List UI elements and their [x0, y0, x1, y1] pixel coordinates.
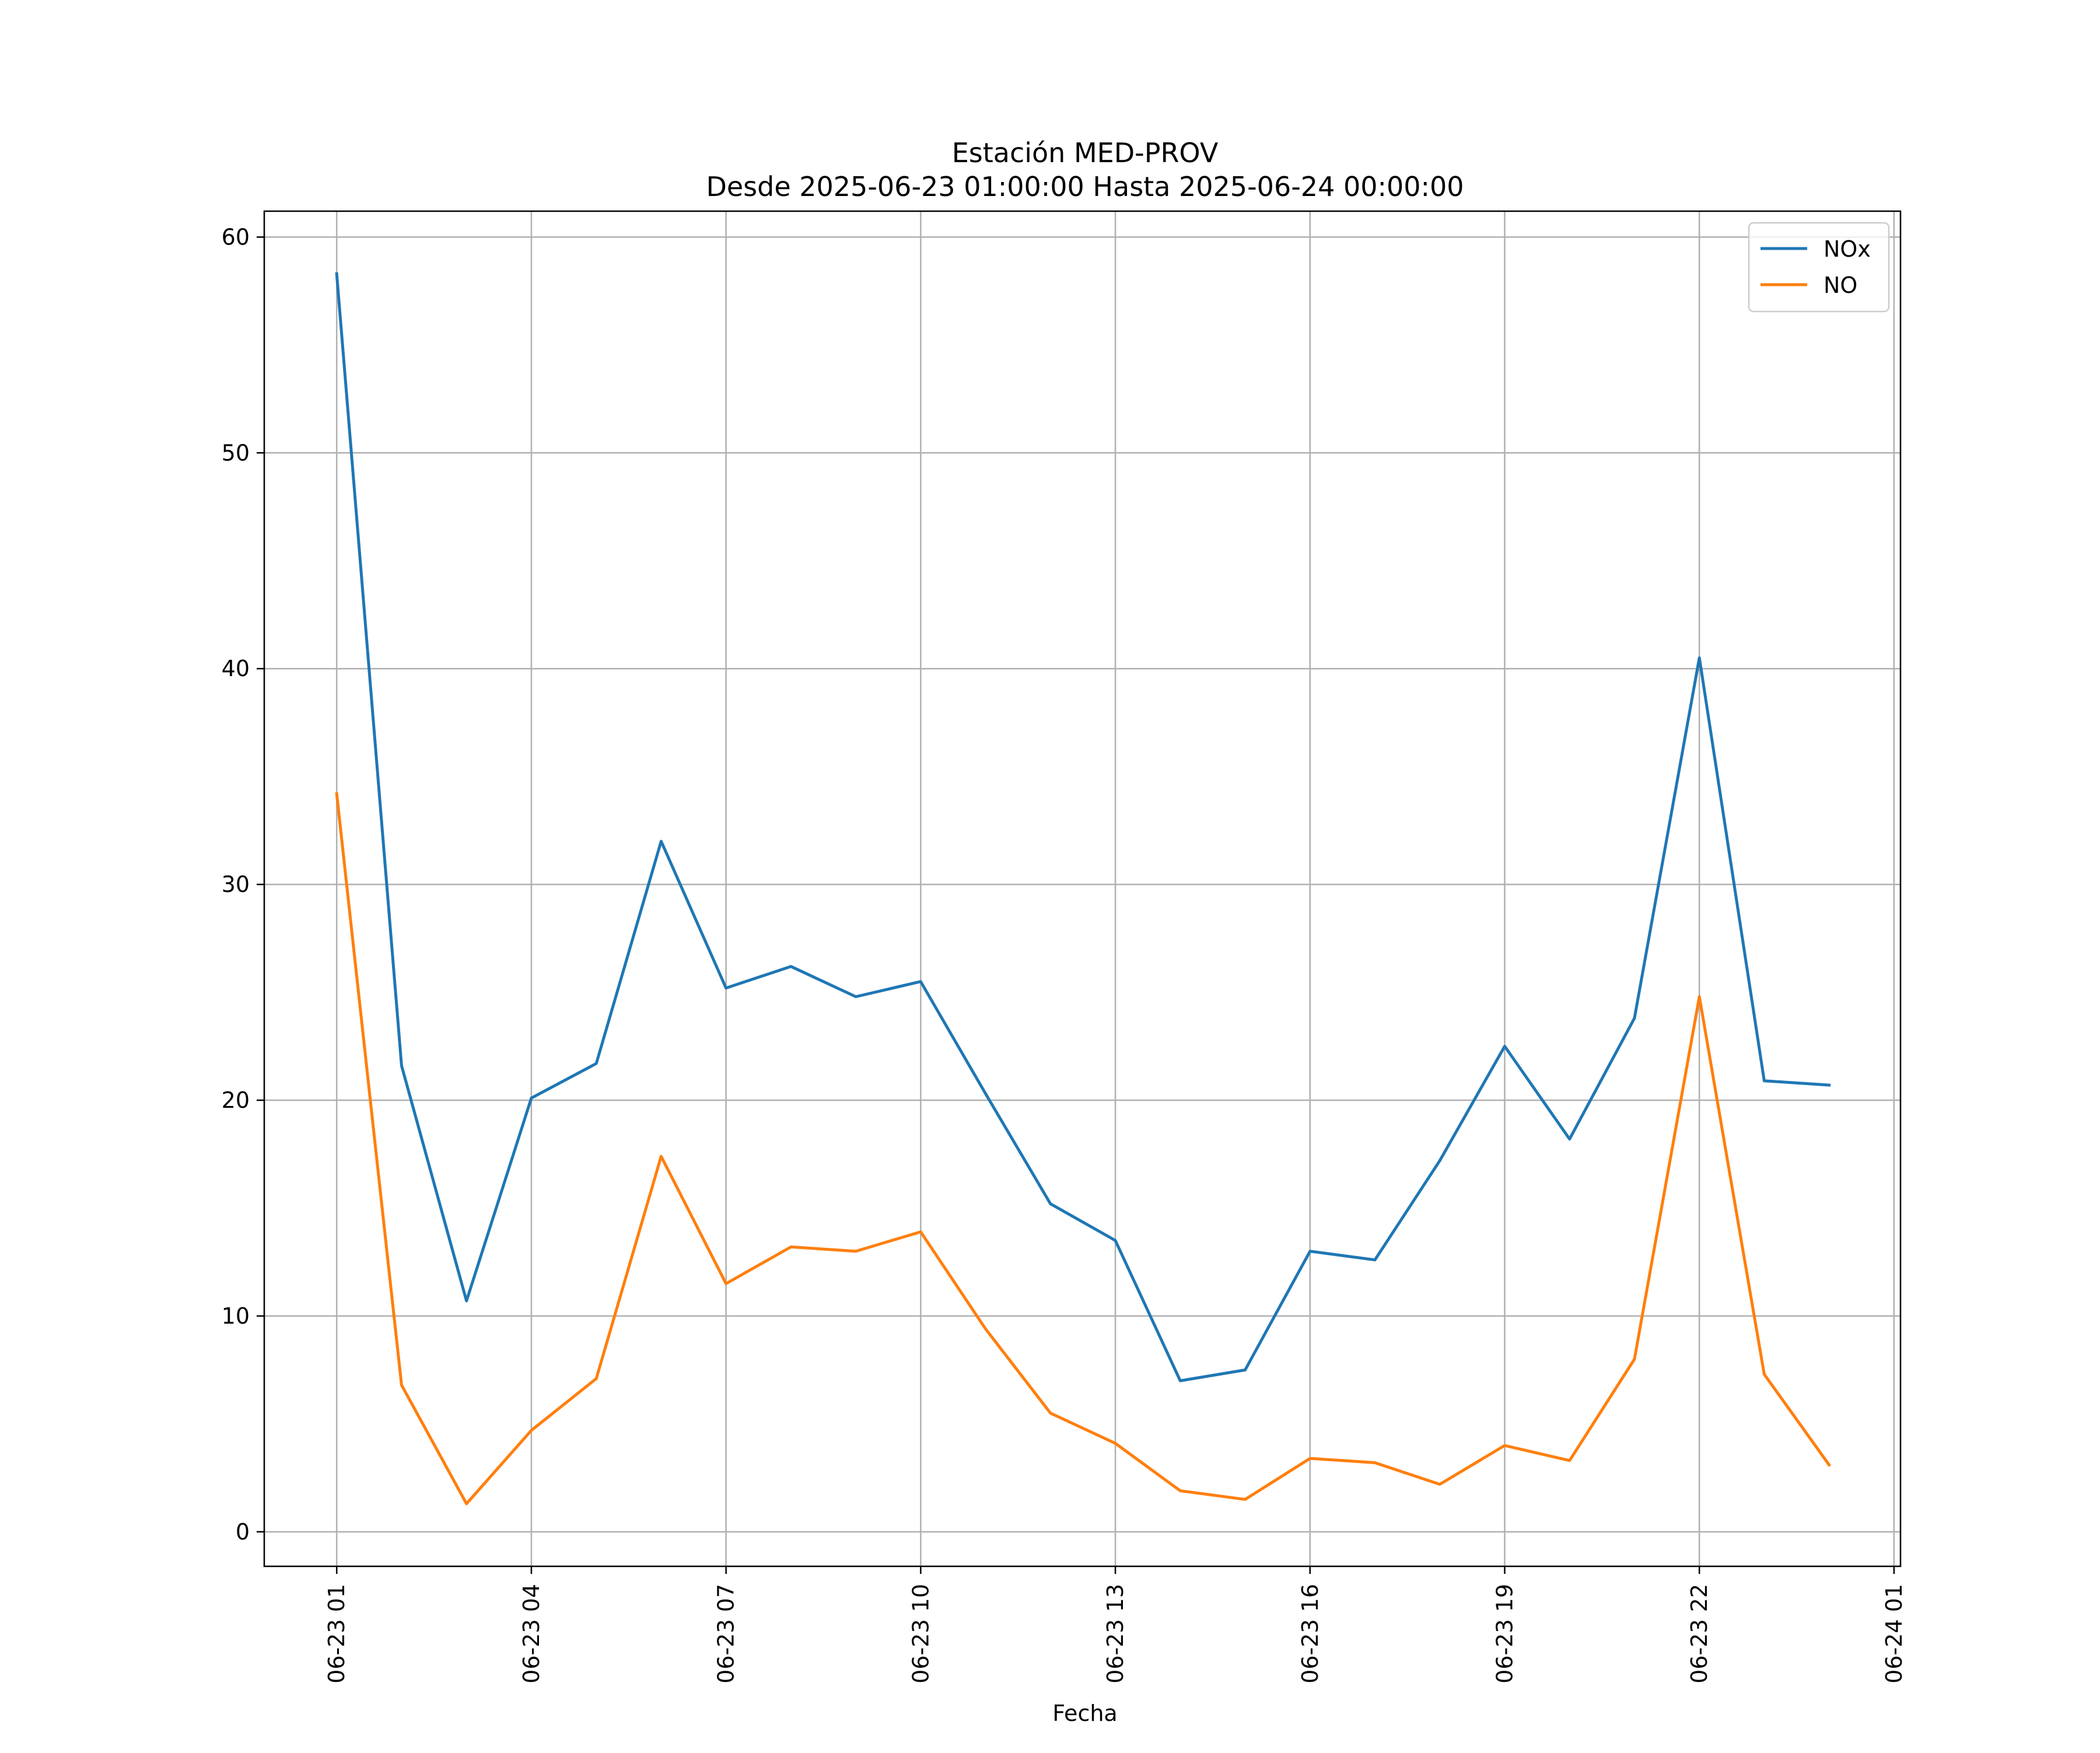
legend-label-nox: NOx: [1824, 236, 1871, 262]
legend: NOx NO: [1748, 222, 1890, 313]
legend-label-no: NO: [1824, 272, 1857, 298]
series-lines: [335, 272, 1832, 1506]
x-tick-label: 06-23 10: [908, 1584, 933, 1684]
chart-subtitle: Desde 2025-06-23 01:00:00 Hasta 2025-06-…: [706, 171, 1464, 202]
x-axis-label: Fecha: [1052, 1700, 1117, 1726]
x-tick-label: 06-23 04: [519, 1584, 544, 1684]
x-tick-label: 06-23 07: [713, 1584, 739, 1684]
y-axis: 0 10 20 30 40 50 60: [222, 224, 264, 1545]
y-tick-label: 50: [222, 440, 250, 466]
x-tick-label: 06-23 01: [324, 1584, 349, 1684]
y-tick-label: 20: [222, 1087, 250, 1113]
plot-area-frame: [263, 210, 1902, 1567]
y-tick-label: 10: [222, 1303, 250, 1329]
series-line-nox: [335, 272, 1831, 1383]
x-axis: 06-23 01 06-23 04 06-23 07 06-23 10 06-23 13…: [324, 1566, 1907, 1684]
x-tick-label: 06-23 13: [1102, 1584, 1128, 1684]
legend-box: [1748, 222, 1890, 313]
x-tick-label: 06-24 01: [1881, 1584, 1907, 1684]
x-tick-label: 06-23 22: [1686, 1584, 1712, 1684]
series-line-no: [335, 792, 1832, 1506]
y-tick-label: 30: [222, 872, 250, 897]
grid: [264, 211, 1901, 1566]
y-tick-label: 0: [236, 1519, 250, 1545]
x-tick-label: 06-23 19: [1492, 1584, 1517, 1684]
y-tick-label: 40: [222, 656, 250, 681]
y-tick-label: 60: [222, 224, 250, 250]
x-tick-label: 06-23 16: [1297, 1584, 1323, 1684]
chart-title: Estación MED-PROV: [952, 137, 1219, 169]
